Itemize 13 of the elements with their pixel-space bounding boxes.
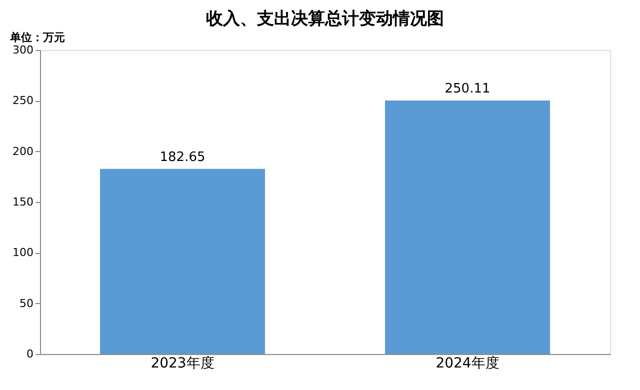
y-tick-label: 200 xyxy=(12,144,34,158)
y-tick-label: 100 xyxy=(12,246,34,260)
data-label: 182.65 xyxy=(160,150,206,165)
y-tick-label: 250 xyxy=(12,94,34,108)
text: 单位：万元 xyxy=(9,31,65,44)
y-tick-label: 150 xyxy=(12,196,34,208)
y-tick-label: 300 xyxy=(12,44,34,56)
x-tick-label: 2024年度 xyxy=(436,356,500,372)
x-tick-label: 2023年度 xyxy=(150,356,214,372)
y-tick-label: 50 xyxy=(20,296,34,310)
y-tick-label: 0 xyxy=(26,348,34,360)
data-label: 250.11 xyxy=(444,82,490,97)
chart-title: 收入、支出决算总计变动情况图 xyxy=(206,9,444,29)
